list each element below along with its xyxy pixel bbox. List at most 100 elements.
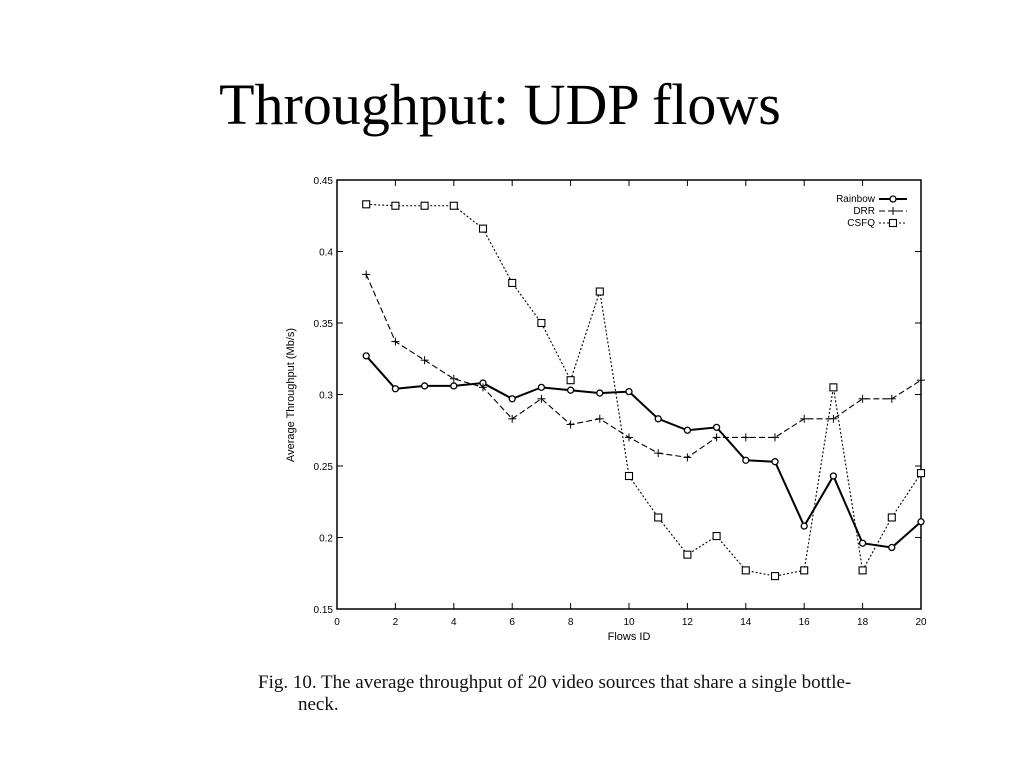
x-tick-label: 16	[799, 617, 811, 628]
legend-label: DRR	[853, 206, 875, 217]
y-tick-label: 0.4	[319, 248, 333, 259]
y-tick-label: 0.25	[314, 462, 334, 473]
data-point-square	[916, 469, 926, 478]
data-point-plus	[625, 433, 633, 442]
data-point-plus	[858, 394, 867, 403]
y-tick-label: 0.45	[314, 176, 334, 187]
data-point-circle	[654, 415, 662, 423]
x-axis-ticks: 0 2 4 6 8 10 12 14 16 18 20	[334, 180, 927, 628]
y-tick-label: 0.35	[314, 319, 334, 330]
data-point-square	[537, 318, 546, 328]
y-tick-label: 0.3	[319, 391, 333, 402]
x-tick-label: 18	[857, 617, 869, 628]
data-point-plus	[449, 374, 458, 383]
data-point-circle	[889, 195, 897, 203]
data-point-circle	[829, 472, 838, 480]
x-tick-label: 2	[393, 617, 399, 628]
data-point-plus	[479, 383, 487, 392]
series-line	[366, 203, 922, 577]
data-point-plus	[595, 414, 604, 423]
data-point-circle	[391, 385, 400, 393]
data-point-circle	[566, 386, 575, 394]
data-point-plus	[741, 433, 750, 442]
x-axis-label: Flows ID	[608, 631, 651, 643]
caption-line-1: Fig. 10. The average throughput of 20 vi…	[258, 672, 852, 693]
figure-caption: Fig. 10. The average throughput of 20 vi…	[258, 672, 958, 716]
data-point-plus	[889, 207, 897, 215]
data-point-circle	[800, 522, 808, 530]
data-point-square	[888, 218, 898, 228]
series-rainbow	[362, 352, 925, 552]
x-tick-label: 12	[682, 617, 694, 628]
slide-title: Throughput: UDP flows	[219, 72, 781, 137]
data-point-square	[478, 224, 488, 233]
data-point-circle	[712, 423, 721, 432]
data-point-plus	[508, 414, 517, 423]
series-line	[365, 355, 922, 549]
x-tick-label: 0	[334, 617, 340, 628]
legend-label: CSFQ	[847, 218, 875, 229]
y-tick-label: 0.2	[319, 534, 333, 545]
data-point-square	[566, 376, 575, 385]
data-point-circle	[362, 352, 370, 360]
data-point-plus	[683, 453, 692, 462]
data-point-plus	[887, 394, 896, 403]
data-point-square	[858, 566, 867, 575]
data-point-circle	[917, 518, 925, 526]
data-point-plus	[829, 414, 838, 423]
data-point-plus	[712, 433, 721, 442]
series-csfq	[362, 200, 926, 581]
x-tick-label: 4	[451, 617, 457, 628]
data-point-circle	[420, 382, 429, 390]
y-axis-ticks: 0.15 0.2 0.25 0.3 0.35 0.4 0.45	[314, 176, 921, 616]
data-point-circle	[683, 426, 692, 434]
data-point-plus	[654, 449, 663, 458]
data-point-circle	[450, 382, 458, 390]
data-point-square	[449, 201, 458, 210]
x-tick-label: 10	[623, 617, 635, 628]
data-point-plus	[771, 433, 779, 442]
data-point-circle	[508, 395, 516, 403]
data-point-plus	[391, 337, 400, 346]
series-layer	[362, 200, 926, 581]
data-point-square	[508, 278, 517, 288]
x-tick-label: 6	[509, 617, 515, 628]
data-point-circle	[537, 383, 546, 392]
data-point-circle	[858, 539, 867, 547]
data-point-circle	[742, 456, 750, 464]
data-point-circle	[596, 389, 604, 397]
data-point-circle	[771, 458, 779, 466]
data-point-square	[770, 572, 780, 581]
data-point-square	[741, 566, 750, 575]
x-tick-label: 14	[740, 617, 752, 628]
data-point-square	[887, 513, 896, 522]
series-drr	[362, 270, 925, 462]
y-axis-label: Average Throughput (Mb/s)	[285, 328, 297, 462]
y-tick-label: 0.15	[314, 605, 334, 616]
series-line	[365, 274, 922, 458]
data-point-plus	[362, 270, 371, 279]
data-point-square	[800, 566, 809, 575]
x-tick-label: 20	[915, 617, 927, 628]
data-point-circle	[625, 387, 633, 396]
data-point-square	[391, 201, 400, 210]
caption-line-2: neck.	[298, 694, 339, 715]
data-point-plus	[917, 376, 925, 385]
data-point-square	[654, 513, 663, 522]
data-point-plus	[420, 356, 429, 365]
data-point-square	[683, 550, 692, 559]
data-point-plus	[800, 414, 809, 423]
data-point-plus	[566, 420, 575, 429]
data-point-square	[712, 532, 721, 541]
data-point-square	[362, 200, 371, 209]
data-point-square	[595, 287, 604, 296]
data-point-plus	[537, 394, 546, 403]
legend-label: Rainbow	[836, 194, 876, 205]
data-point-square	[829, 383, 838, 392]
x-tick-label: 8	[568, 617, 574, 628]
throughput-chart: 0.15 0.2 0.25 0.3 0.35 0.4 0.45 0 2 4 6 8 10 12 14 16 1…	[285, 176, 927, 643]
data-point-square	[624, 471, 634, 481]
data-point-square	[420, 201, 429, 210]
data-point-circle	[888, 543, 896, 552]
